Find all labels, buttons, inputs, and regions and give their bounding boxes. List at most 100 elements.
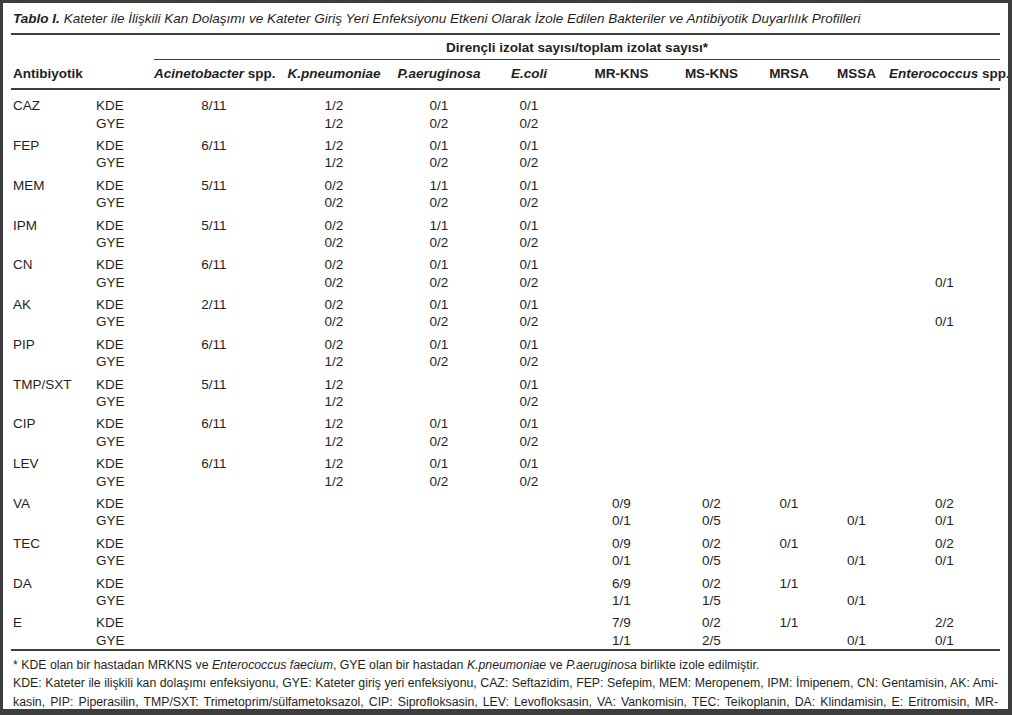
value-cell: 0/2 — [394, 195, 484, 210]
table-row: GYE0/20/20/2 — [11, 194, 1000, 211]
value-cell: 0/1 — [889, 553, 1000, 568]
row-type-label: KDE — [96, 496, 154, 511]
row-type-label: GYE — [96, 633, 154, 648]
antibiotic-code: FEP — [11, 138, 96, 153]
table-row: CIPKDE6/111/20/10/1 — [11, 415, 1000, 432]
table-row: GYE0/20/20/2 — [11, 234, 1000, 251]
value-cell: 0/1 — [394, 456, 484, 471]
row-type-label: GYE — [96, 155, 154, 170]
value-cell: 0/2 — [274, 235, 394, 250]
value-cell: 0/2 — [274, 195, 394, 210]
value-cell: 7/9 — [574, 615, 669, 630]
value-cell: 0/2 — [484, 235, 574, 250]
value-cell: 0/1 — [484, 337, 574, 352]
value-cell: 8/11 — [154, 98, 274, 113]
value-cell: 5/11 — [154, 218, 274, 233]
antibiotic-code: TMP/SXT — [11, 377, 96, 392]
value-cell: 0/1 — [824, 513, 889, 528]
value-cell: 0/2 — [274, 337, 394, 352]
table-row: PIPKDE6/110/20/10/1 — [11, 336, 1000, 353]
value-cell: 0/2 — [274, 178, 394, 193]
value-cell: 1/2 — [274, 354, 394, 369]
row-type-label: KDE — [96, 416, 154, 431]
value-cell: 2/2 — [889, 615, 1000, 630]
value-cell: 0/2 — [669, 576, 754, 591]
value-cell: 0/1 — [484, 416, 574, 431]
antibiotic-group: PIPKDE6/110/20/10/1GYE1/20/20/2 — [11, 331, 1000, 371]
column-header: K.pneumoniae — [274, 66, 394, 81]
table-row: GYE1/12/50/10/1 — [11, 632, 1000, 649]
value-cell: 0/1 — [394, 257, 484, 272]
row-type-label: GYE — [96, 314, 154, 329]
value-cell: 1/2 — [274, 377, 394, 392]
column-header: MR-KNS — [574, 66, 669, 81]
value-cell: 6/11 — [154, 337, 274, 352]
value-cell: 1/2 — [274, 155, 394, 170]
value-cell: 1/2 — [274, 138, 394, 153]
row-type-label: GYE — [96, 474, 154, 489]
value-cell: 0/1 — [574, 553, 669, 568]
value-cell: 0/2 — [394, 474, 484, 489]
antibiotic-group: DAKDE6/90/21/1GYE1/11/50/1 — [11, 569, 1000, 609]
footnote-abbreviations-line1: KDE: Kateter ile ilişkili kan dolaşımı e… — [13, 674, 998, 693]
row-type-label: KDE — [96, 337, 154, 352]
antibiotic-group: CIPKDE6/111/20/10/1GYE1/20/20/2 — [11, 410, 1000, 450]
antibiotic-code: AK — [11, 297, 96, 312]
value-cell: 0/2 — [274, 218, 394, 233]
value-cell: 0/1 — [394, 98, 484, 113]
value-cell: 1/1 — [574, 593, 669, 608]
value-cell: 0/2 — [484, 116, 574, 131]
value-cell: 2/5 — [669, 633, 754, 648]
table-row: IPMKDE5/110/21/10/1 — [11, 216, 1000, 233]
table-row: FEPKDE6/111/20/10/1 — [11, 137, 1000, 154]
antibiotic-code: VA — [11, 496, 96, 511]
table-row: GYE1/20/20/2 — [11, 472, 1000, 489]
table-row: GYE0/10/50/10/1 — [11, 552, 1000, 569]
table-body: CAZKDE8/111/20/10/1GYE1/20/20/2FEPKDE6/1… — [11, 90, 1000, 649]
antibiotic-code: E — [11, 615, 96, 630]
value-cell: 0/5 — [669, 513, 754, 528]
table-row: TMP/SXTKDE5/111/20/1 — [11, 375, 1000, 392]
column-header-row: Antibiyotik Acinetobacter spp.K.pneumoni… — [11, 60, 1000, 88]
value-cell: 1/2 — [274, 394, 394, 409]
value-cell: 0/2 — [484, 394, 574, 409]
group-header-spacer — [11, 40, 154, 60]
value-cell: 0/2 — [889, 536, 1000, 551]
value-cell: 1/2 — [274, 474, 394, 489]
row-type-label: GYE — [96, 553, 154, 568]
value-cell: 0/1 — [574, 513, 669, 528]
row-type-label: GYE — [96, 434, 154, 449]
value-cell: 0/2 — [484, 474, 574, 489]
footnotes: * KDE olan bir hastadan MRKNS ve Enteroc… — [11, 651, 1000, 715]
row-type-label: GYE — [96, 195, 154, 210]
value-cell: 0/9 — [574, 496, 669, 511]
row-type-label: GYE — [96, 116, 154, 131]
value-cell: 1/1 — [754, 576, 824, 591]
antibiotic-code: DA — [11, 576, 96, 591]
table-row: EKDE7/90/21/12/2 — [11, 614, 1000, 631]
value-cell: 0/5 — [669, 553, 754, 568]
value-cell: 6/11 — [154, 456, 274, 471]
value-cell: 0/2 — [484, 354, 574, 369]
value-cell: 1/2 — [274, 456, 394, 471]
antibiotic-code: CAZ — [11, 98, 96, 113]
row-type-label: KDE — [96, 98, 154, 113]
value-cell: 1/2 — [274, 98, 394, 113]
table-row: CNKDE6/110/20/10/1 — [11, 256, 1000, 273]
antibiotic-group: IPMKDE5/110/21/10/1GYE0/20/20/2 — [11, 211, 1000, 251]
value-cell: 0/1 — [484, 297, 574, 312]
value-cell: 1/5 — [669, 593, 754, 608]
value-cell: 0/2 — [394, 314, 484, 329]
value-cell: 2/11 — [154, 297, 274, 312]
table-row: CAZKDE8/111/20/10/1 — [11, 97, 1000, 114]
value-cell: 0/1 — [889, 314, 1000, 329]
row-type-label: KDE — [96, 377, 154, 392]
antibiotic-code: LEV — [11, 456, 96, 471]
antibiotic-code: MEM — [11, 178, 96, 193]
value-cell: 0/1 — [824, 633, 889, 648]
value-cell: 0/1 — [394, 138, 484, 153]
table-row: LEVKDE6/111/20/10/1 — [11, 455, 1000, 472]
value-cell: 0/1 — [484, 377, 574, 392]
table-row: GYE0/10/50/10/1 — [11, 512, 1000, 529]
row-type-label: GYE — [96, 593, 154, 608]
